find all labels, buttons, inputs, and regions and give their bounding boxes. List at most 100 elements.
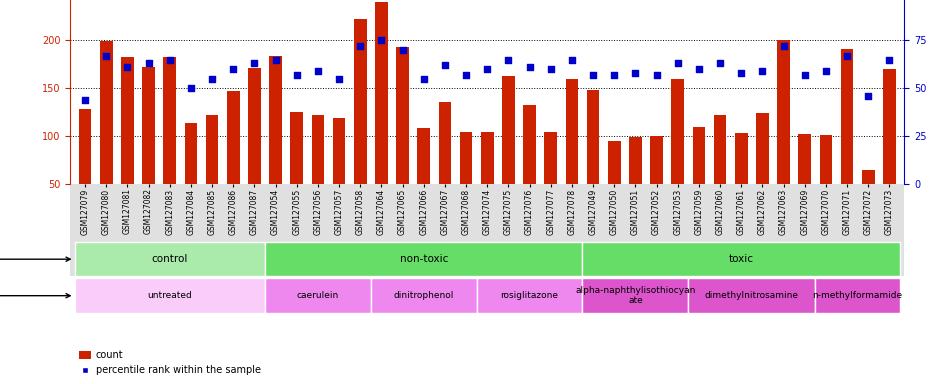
Point [797,72,812,78]
Text: rosiglitazone: rosiglitazone [500,291,558,300]
Point [881,56,896,63]
Point [733,70,748,76]
Bar [290,112,302,232]
Point [479,66,494,72]
Bar [586,90,599,232]
Legend: count, percentile rank within the sample: count, percentile rank within the sample [75,346,264,379]
Point [711,60,726,66]
Point [563,56,578,63]
Point [204,76,219,82]
Point [775,43,790,49]
Point [120,64,135,70]
Bar [227,91,240,232]
Point [331,76,346,82]
Point [754,68,769,74]
Point [817,68,832,74]
Point [162,56,177,63]
Point [543,66,558,72]
Bar [184,123,197,232]
Bar [417,127,430,232]
Point [268,56,283,63]
Bar [312,115,324,232]
Point [247,60,262,66]
Point [437,62,452,68]
Text: dinitrophenol: dinitrophenol [393,291,453,300]
Bar [460,131,472,232]
Bar [671,79,683,232]
Bar [265,278,371,313]
Bar [100,41,112,232]
Bar [544,132,557,232]
Bar [650,136,662,232]
Point [289,72,304,78]
Bar [480,132,493,232]
Bar [438,102,451,232]
Text: other: other [0,254,70,264]
Bar [476,278,582,313]
Bar [755,113,768,232]
Bar [713,115,725,232]
Bar [121,56,134,232]
Point [141,60,156,66]
Bar [840,49,853,232]
Bar [502,76,514,232]
Point [691,66,706,72]
Bar [371,278,476,313]
Text: non-toxic: non-toxic [399,254,447,264]
Bar [374,2,388,232]
Point [310,68,325,74]
Bar [163,56,176,232]
Bar [142,67,154,232]
Point [98,53,113,59]
Bar [565,79,578,232]
Point [627,70,642,76]
Point [501,56,516,63]
Point [373,37,388,43]
Bar [692,127,705,232]
Text: toxic: toxic [728,254,753,264]
Point [669,60,684,66]
Text: untreated: untreated [147,291,192,300]
Bar [354,19,366,232]
Point [183,85,198,91]
Bar [265,242,582,276]
Bar [70,184,903,276]
Text: caerulein: caerulein [297,291,339,300]
Point [416,76,431,82]
Point [607,72,622,78]
Point [649,72,664,78]
Bar [582,278,688,313]
Text: dimethylnitrosamine: dimethylnitrosamine [704,291,798,300]
Bar [75,242,265,276]
Text: n-methylformamide: n-methylformamide [812,291,901,300]
Bar [628,137,641,232]
Bar [582,242,899,276]
Bar [861,170,873,232]
Bar [396,47,408,232]
Point [521,64,536,70]
Bar [819,136,831,232]
Bar [522,104,535,232]
Point [839,53,854,59]
Bar [882,69,895,232]
Bar [332,118,345,232]
Bar [248,68,260,232]
Point [458,72,473,78]
Bar [734,134,747,232]
Point [78,97,93,103]
Point [352,43,367,49]
Text: agent: agent [0,291,70,301]
Bar [688,278,814,313]
Text: control: control [152,254,188,264]
Bar [206,115,218,232]
Bar [269,56,282,232]
Point [395,47,410,53]
Point [585,72,600,78]
Point [860,93,875,99]
Bar [814,278,899,313]
Bar [79,109,92,232]
Text: alpha-naphthylisothiocyan
ate: alpha-naphthylisothiocyan ate [575,286,695,305]
Bar [797,134,811,232]
Point [226,66,241,72]
Bar [607,141,620,232]
